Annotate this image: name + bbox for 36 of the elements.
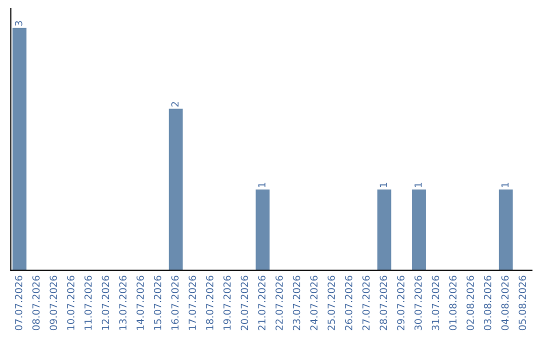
data-label: 1 <box>501 182 509 188</box>
x-tick-label: 11.07.2026 <box>84 276 92 330</box>
x-tick-label: 18.07.2026 <box>206 276 214 330</box>
x-tick-label: 03.08.2026 <box>484 276 492 330</box>
x-tick-label: 25.07.2026 <box>328 276 335 330</box>
data-label: 1 <box>414 182 422 188</box>
x-tick-label: 08.07.2026 <box>32 276 40 330</box>
data-label: 1 <box>380 182 387 188</box>
x-tick-label: 27.07.2026 <box>362 276 370 330</box>
x-tick-label: 30.07.2026 <box>414 276 422 330</box>
data-label: 1 <box>258 182 266 188</box>
x-tick-label: 17.07.2026 <box>188 276 196 330</box>
x-tick-label: 26.07.2026 <box>344 276 352 330</box>
x-tick-label: 07.07.2026 <box>14 276 22 330</box>
x-tick-label: 05.08.2026 <box>518 276 526 330</box>
x-tick-label: 28.07.2026 <box>380 276 388 330</box>
x-tick-label: 23.07.2026 <box>292 276 300 330</box>
x-tick-label: 04.08.2026 <box>501 276 509 330</box>
data-label: 3 <box>14 21 22 26</box>
x-tick-label: 09.07.2026 <box>50 276 58 330</box>
x-tick-label: 19.07.2026 <box>223 276 231 330</box>
x-tick-label: 31.07.2026 <box>432 276 440 330</box>
x-tick-label: 24.07.2026 <box>310 276 318 330</box>
x-tick-label: 13.07.2026 <box>119 276 127 330</box>
x-tick-label: 02.08.2026 <box>466 276 474 330</box>
x-tick-label: 10.07.2026 <box>67 276 74 330</box>
x-tick-label: 16.07.2026 <box>171 276 179 330</box>
x-tick-label: 20.07.2026 <box>240 276 248 330</box>
x-tick-label: 21.07.2026 <box>258 276 266 330</box>
x-tick-label: 29.07.2026 <box>397 276 404 330</box>
x-tick-label: 22.07.2026 <box>276 276 283 330</box>
x-tick-label: 15.07.2026 <box>154 276 162 330</box>
data-label: 2 <box>171 102 178 107</box>
x-tick-label: 01.08.2026 <box>449 276 457 330</box>
x-tick-label: 12.07.2026 <box>102 276 110 330</box>
x-tick-label: 14.07.2026 <box>136 276 144 330</box>
